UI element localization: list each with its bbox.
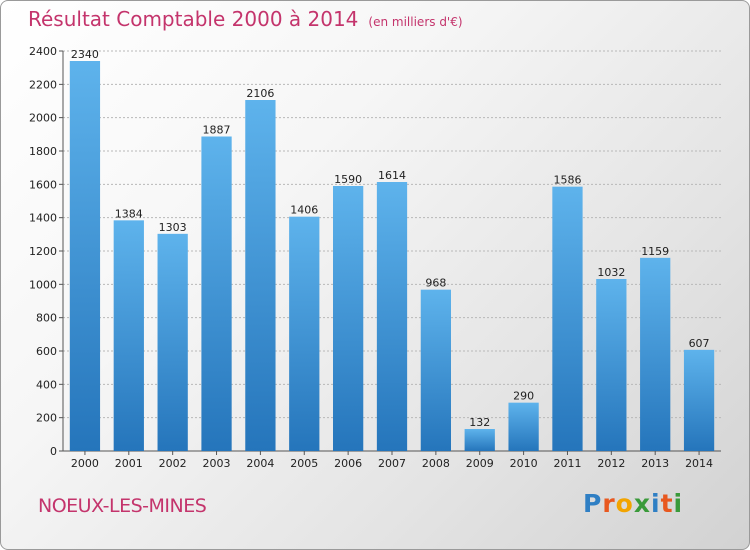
- x-tick-label-2000: 2000: [71, 457, 99, 470]
- logo-letter: x: [633, 489, 651, 518]
- logo-letter: r: [602, 489, 616, 518]
- y-tick-label: 1600: [29, 178, 57, 191]
- bars: [69, 61, 715, 451]
- x-tick-label-2002: 2002: [159, 457, 187, 470]
- x-tick-label-2004: 2004: [246, 457, 274, 470]
- bar-2005: [289, 216, 320, 451]
- bar-2011: [552, 186, 583, 451]
- x-tick-label-2013: 2013: [641, 457, 669, 470]
- data-label-2009: 132: [469, 416, 490, 429]
- data-label-2004: 2106: [246, 87, 274, 100]
- commune-name: NOEUX-LES-MINES: [38, 495, 207, 517]
- bar-2008: [420, 289, 452, 451]
- x-tick-label-2007: 2007: [378, 457, 406, 470]
- chart-title: Résultat Comptable 2000 à 2014: [28, 7, 359, 31]
- labels: 0 200 400 600 800 1000 1200 1400 1600 1800 2000 220…: [29, 45, 713, 470]
- data-label-2008: 968: [425, 277, 446, 290]
- y-tick-label: 2400: [29, 45, 57, 58]
- bar-2010: [508, 402, 539, 451]
- x-tick-label-2014: 2014: [685, 457, 713, 470]
- proxiti-logo[interactable]: Proxiti: [583, 489, 683, 518]
- data-label-2007: 1614: [378, 169, 406, 182]
- data-label-2012: 1032: [597, 266, 625, 279]
- x-tick-label-2012: 2012: [597, 457, 625, 470]
- data-label-2003: 1887: [203, 124, 231, 137]
- y-tick-label: 1000: [29, 278, 57, 291]
- logo-letter: i: [651, 489, 661, 518]
- bar-2001: [113, 220, 144, 451]
- logo-letter: o: [615, 489, 634, 518]
- x-tick-label-2008: 2008: [422, 457, 450, 470]
- y-tick-label: 0: [50, 445, 57, 458]
- y-tick-label: 1400: [29, 212, 57, 225]
- data-label-2014: 607: [689, 337, 710, 350]
- y-tick-label: 400: [36, 378, 57, 391]
- bar-2012: [596, 279, 627, 451]
- data-label-2010: 290: [513, 390, 534, 403]
- bar-2000: [69, 61, 101, 451]
- bar-2006: [332, 186, 364, 451]
- chart-subtitle: (en milliers d'€): [368, 15, 463, 29]
- x-tick-label-2001: 2001: [115, 457, 143, 470]
- logo-letter: t: [660, 489, 674, 518]
- data-label-2011: 1586: [553, 174, 581, 187]
- chart-title-block: Résultat Comptable 2000 à 2014 (en millie…: [28, 7, 463, 31]
- x-tick-label-2005: 2005: [290, 457, 318, 470]
- bar-2007: [376, 182, 408, 451]
- data-label-2000: 2340: [71, 48, 99, 61]
- x-tick-label-2011: 2011: [553, 457, 581, 470]
- x-tick-label-2010: 2010: [510, 457, 538, 470]
- y-tick-label: 800: [36, 312, 57, 325]
- bar-2014: [683, 349, 715, 451]
- logo-letter: P: [583, 489, 603, 518]
- y-tick-label: 600: [36, 345, 57, 358]
- bar-2009: [464, 429, 495, 451]
- y-tick-label: 1800: [29, 145, 57, 158]
- data-label-2001: 1384: [115, 207, 143, 220]
- data-label-2005: 1406: [290, 204, 318, 217]
- data-label-2002: 1303: [159, 221, 187, 234]
- bar-2013: [640, 257, 671, 451]
- logo-letter: i: [673, 489, 684, 518]
- y-tick-label: 2000: [29, 112, 57, 125]
- data-label-2013: 1159: [641, 245, 669, 258]
- y-tick-label: 2200: [29, 78, 57, 91]
- y-tick-label: 200: [36, 412, 57, 425]
- bar-2002: [157, 233, 188, 451]
- x-tick-label-2009: 2009: [466, 457, 494, 470]
- y-tick-label: 1200: [29, 245, 57, 258]
- bar-2003: [201, 136, 232, 451]
- bar-2004: [245, 100, 276, 451]
- x-tick-label-2003: 2003: [203, 457, 231, 470]
- x-tick-label-2006: 2006: [334, 457, 362, 470]
- data-label-2006: 1590: [334, 173, 362, 186]
